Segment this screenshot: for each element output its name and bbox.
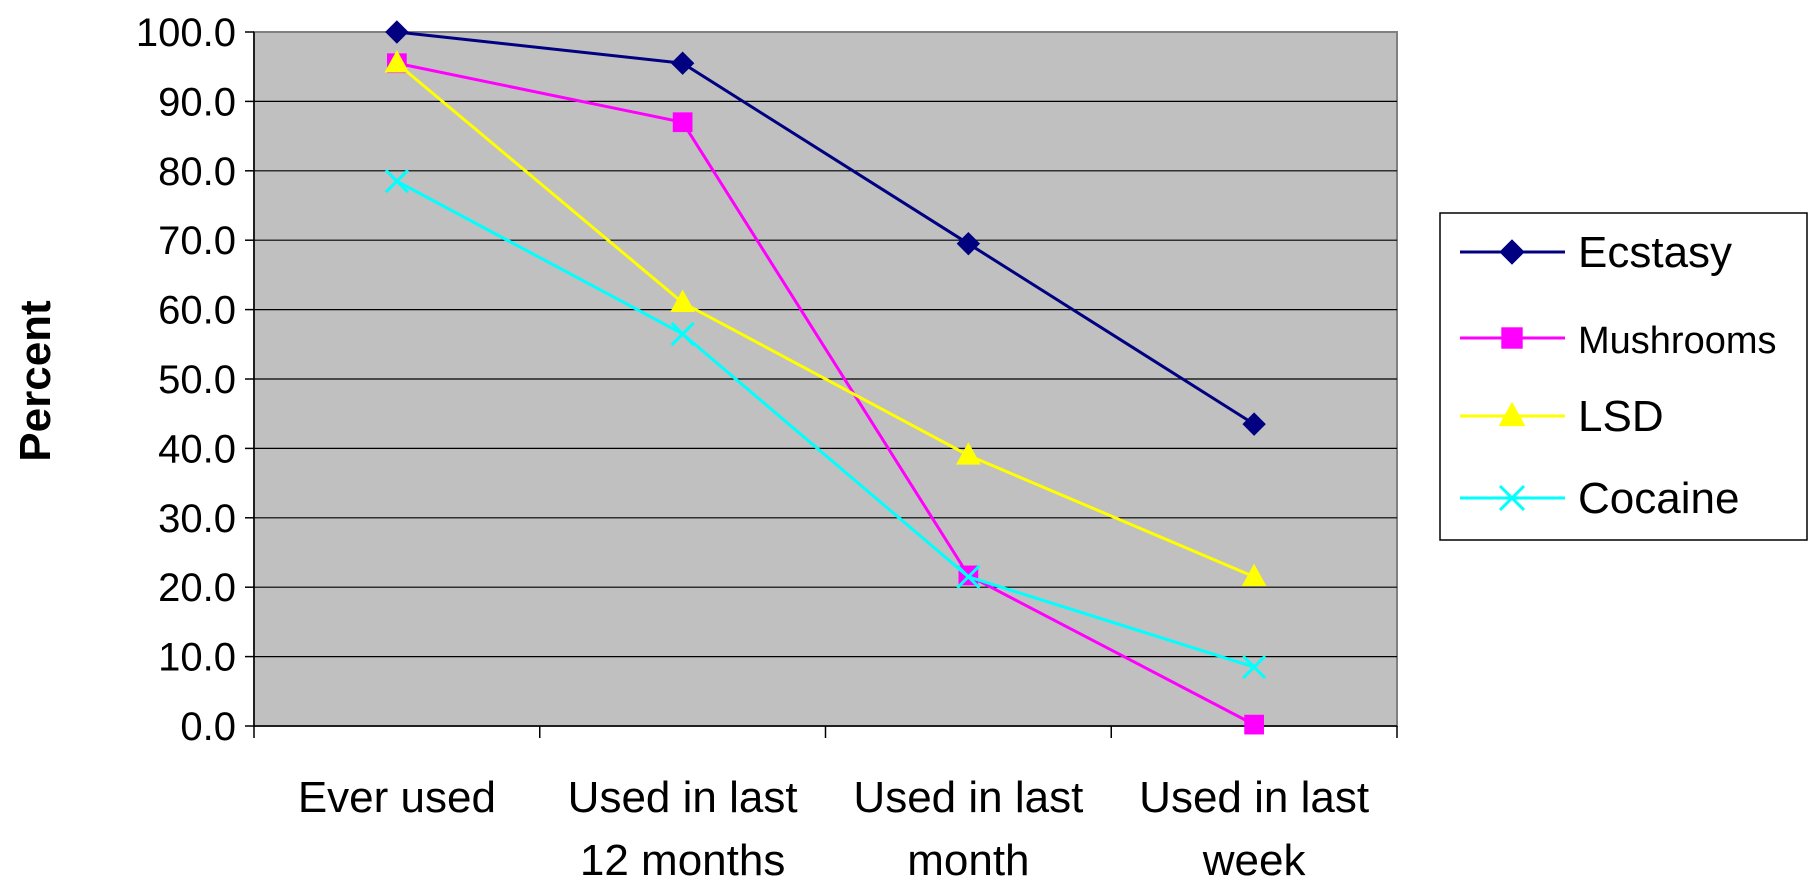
- data-point: [1242, 654, 1267, 680]
- legend-entry-cocaine: Cocaine: [1460, 474, 1739, 523]
- data-point: [1501, 327, 1523, 349]
- y-tick-label: 100.0: [136, 11, 236, 55]
- y-tick-label: 10.0: [158, 636, 236, 680]
- data-point: [956, 564, 981, 589]
- legend-label: Ecstasy: [1578, 228, 1732, 277]
- legend: Ecstasy Mushrooms LSD Cocaine: [1439, 212, 1808, 541]
- y-axis-label: Percent: [11, 300, 60, 462]
- legend-entry-ecstasy: Ecstasy: [1460, 228, 1732, 277]
- series-line: [396, 30, 1255, 426]
- data-point: [1499, 239, 1525, 265]
- legend-entry-mushrooms: Mushrooms: [1460, 320, 1777, 362]
- y-tick-label: 70.0: [158, 219, 236, 263]
- data-point: [384, 169, 409, 194]
- x-tick-label: Used in last 12 months: [568, 773, 798, 885]
- data-point: [670, 321, 695, 346]
- x-tick-label: Used in last week: [1139, 773, 1369, 885]
- series-line: [396, 179, 1255, 669]
- series-layer: [384, 20, 1267, 735]
- legend-label: Mushrooms: [1578, 320, 1777, 362]
- series-line: [395, 62, 1255, 579]
- legend-label: Cocaine: [1578, 474, 1739, 523]
- y-axis-ticks: 0.0 10.0 20.0 30.0 40.0 50.0 60.0 70.0 80.0 90.0 1…: [136, 11, 254, 749]
- data-point: [672, 112, 693, 133]
- y-tick-label: 90.0: [158, 80, 236, 124]
- x-tick-label: Used in last month: [853, 773, 1083, 885]
- data-point: [1242, 412, 1266, 436]
- y-tick-label: 80.0: [158, 150, 236, 194]
- series-cocaine: [384, 169, 1267, 680]
- data-point: [385, 20, 409, 44]
- legend-entry-lsd: LSD: [1460, 392, 1664, 441]
- y-tick-label: 40.0: [158, 427, 236, 471]
- y-tick-label: 50.0: [158, 358, 236, 402]
- series-line: [396, 61, 1255, 726]
- y-tick-label: 0.0: [180, 705, 236, 749]
- data-point: [670, 51, 695, 75]
- data-point: [955, 442, 981, 465]
- data-point: [1241, 563, 1267, 587]
- x-axis-ticks: Ever used Used in last 12 months Used in la…: [253, 726, 1398, 885]
- series-ecstasy: [385, 20, 1266, 436]
- y-tick-label: 20.0: [158, 566, 236, 610]
- y-tick-label: 60.0: [158, 289, 236, 333]
- y-tick-label: 30.0: [158, 497, 236, 541]
- x-tick-label: Ever used: [298, 773, 496, 822]
- data-point: [384, 50, 410, 73]
- legend-label: LSD: [1578, 392, 1664, 441]
- data-point: [1498, 484, 1526, 512]
- data-point: [1498, 401, 1526, 427]
- data-point: [1244, 714, 1264, 735]
- data-point: [670, 289, 696, 312]
- series-lsd: [384, 50, 1267, 587]
- data-point: [956, 231, 981, 256]
